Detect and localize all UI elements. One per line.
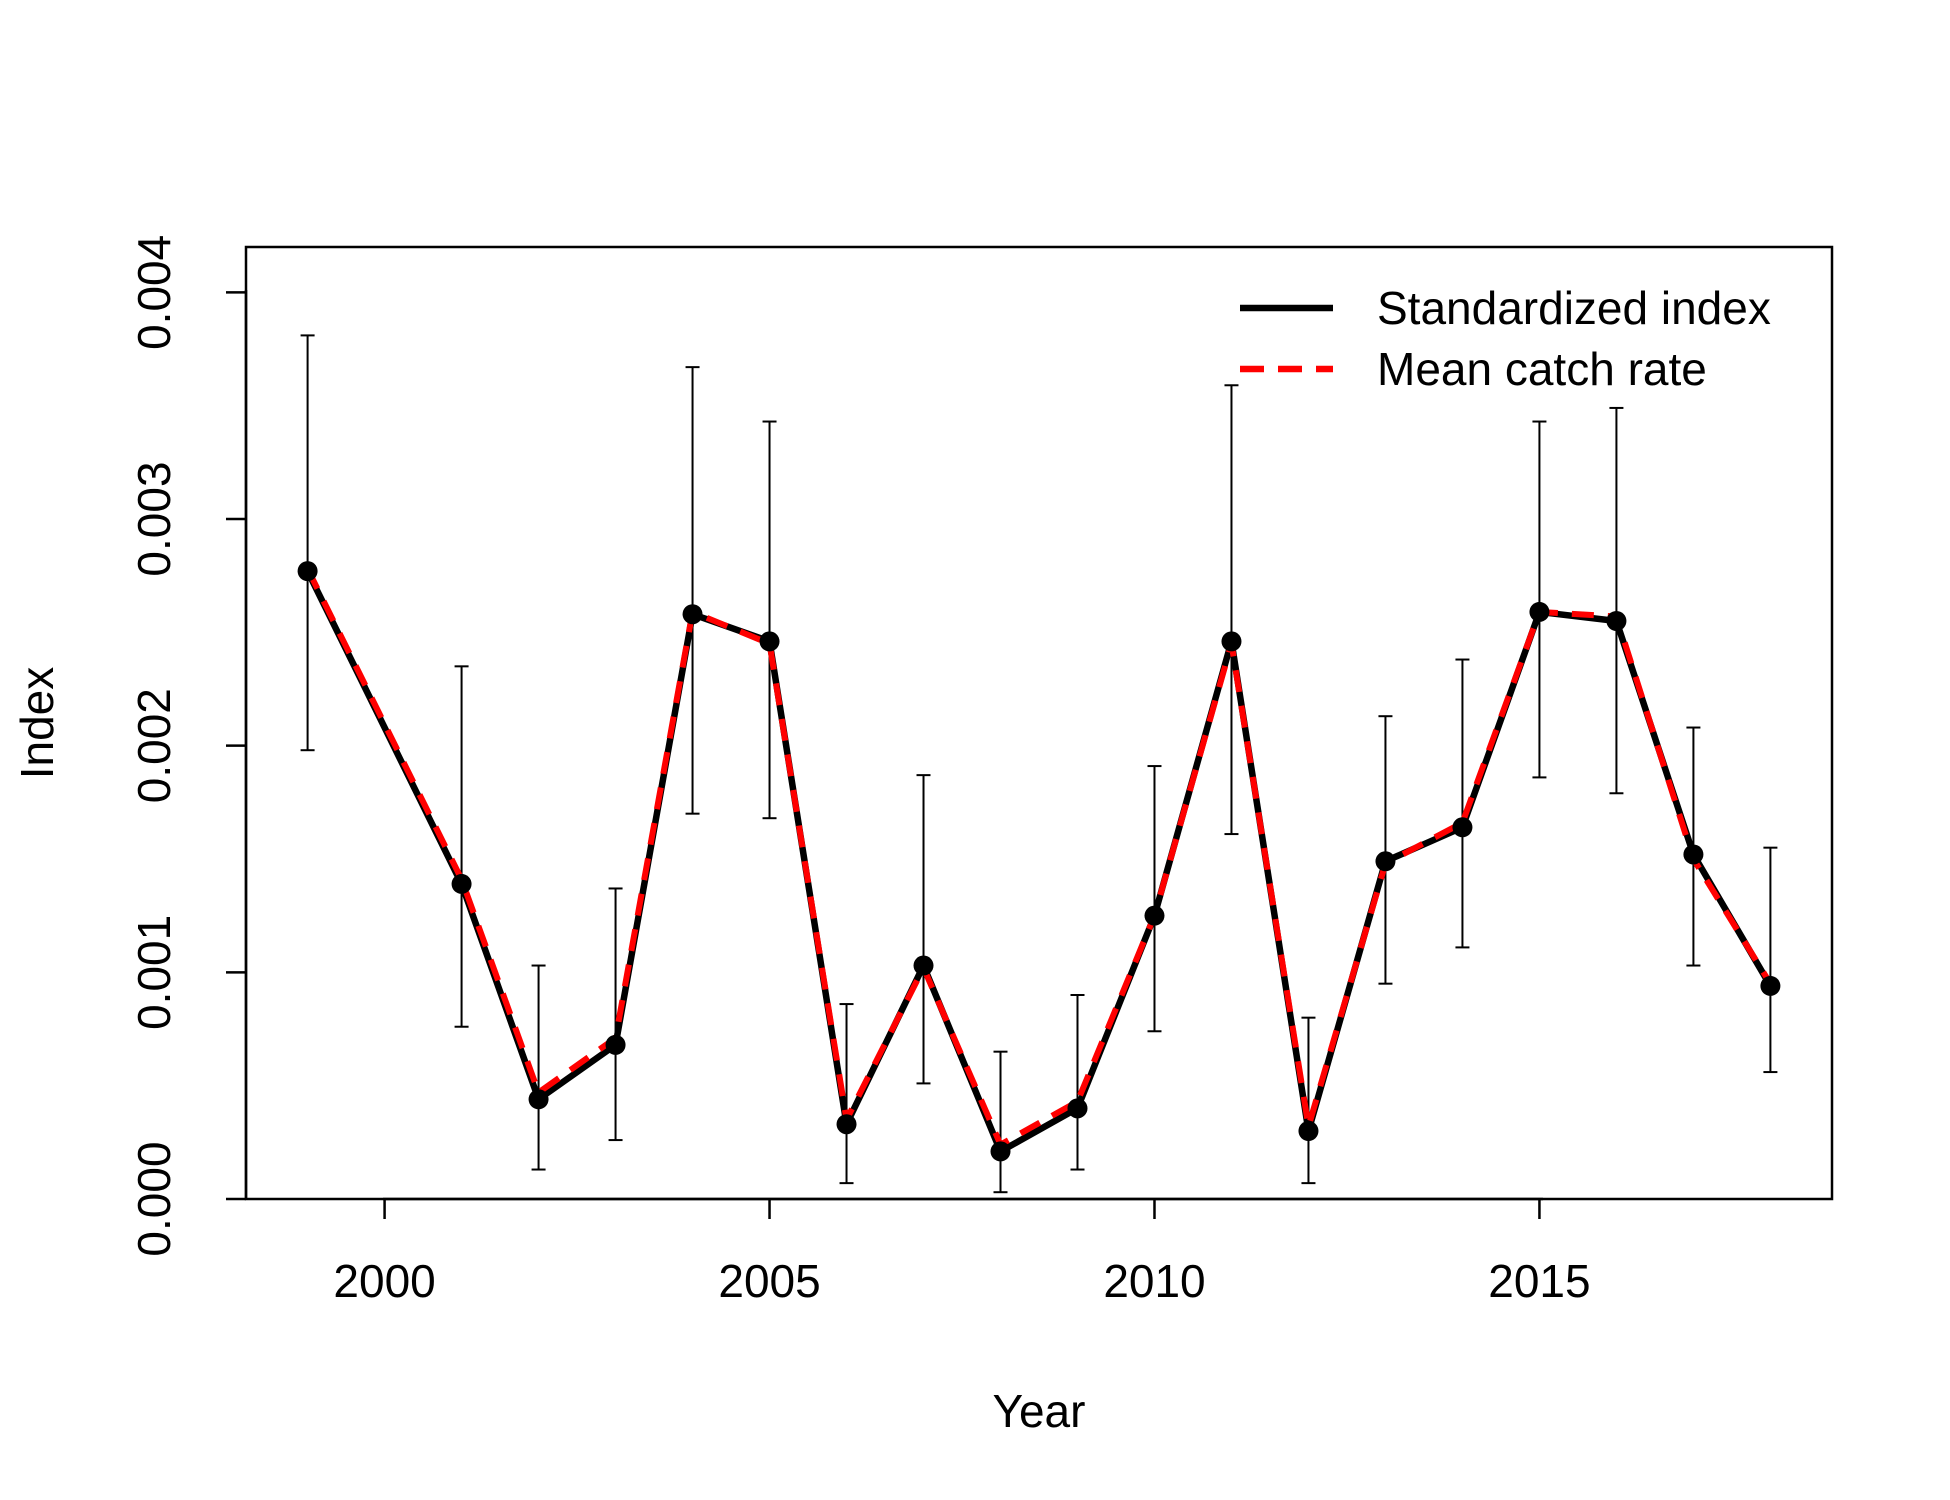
error-bar [685, 366, 700, 815]
x-tick-label: 2010 [1103, 1255, 1205, 1307]
error-bar [993, 1050, 1008, 1194]
data-point [1683, 844, 1704, 865]
series-lines [304, 567, 1774, 1155]
error-bar [300, 334, 315, 752]
error-bar [531, 964, 546, 1171]
data-point [1606, 611, 1627, 631]
data-point [1529, 601, 1550, 622]
error-bar [1455, 658, 1470, 949]
data-point [297, 561, 318, 582]
legend: Standardized index Mean catch rate [1240, 282, 1771, 395]
legend-label-mean-catch-rate: Mean catch rate [1377, 343, 1707, 395]
x-axis-title: Year [993, 1385, 1086, 1437]
error-bar [1609, 406, 1624, 795]
data-point [682, 604, 703, 625]
data-point [1221, 631, 1242, 652]
error-bars [300, 334, 1778, 1194]
error-bar [1378, 715, 1393, 985]
y-axis: 0.000 0.001 0.002 0.003 0.004 [128, 235, 248, 1257]
data-point [1067, 1098, 1088, 1119]
y-tick-label: 0.004 [128, 235, 180, 350]
error-bar [1532, 420, 1547, 779]
data-point [913, 955, 934, 976]
x-tick-label: 2000 [333, 1255, 435, 1307]
data-point [451, 873, 472, 894]
error-bar [1070, 994, 1085, 1171]
x-tick-label: 2005 [718, 1255, 820, 1307]
y-tick-label: 0.003 [128, 461, 180, 576]
error-bar [454, 665, 469, 1028]
data-point [1298, 1121, 1319, 1141]
error-bar [839, 1003, 854, 1185]
data-point [1760, 975, 1781, 996]
error-bar [1224, 384, 1239, 836]
y-axis-title: Index [11, 667, 63, 780]
y-tick-label: 0.001 [128, 915, 180, 1030]
error-bar [762, 420, 777, 820]
data-point [1452, 817, 1473, 838]
error-bar [1763, 846, 1778, 1074]
error-bar [1301, 1016, 1316, 1185]
y-tick-label: 0.000 [128, 1141, 180, 1256]
data-point [1144, 905, 1165, 926]
data-point [759, 631, 780, 652]
data-point [528, 1089, 549, 1110]
x-tick-label: 2015 [1488, 1255, 1590, 1307]
legend-label-standardized-index: Standardized index [1377, 282, 1771, 334]
error-bar [1147, 765, 1162, 1033]
data-point [836, 1114, 857, 1135]
error-bar [916, 774, 931, 1085]
data-point [990, 1141, 1011, 1162]
data-point [605, 1034, 626, 1055]
x-axis: 2000 2005 2010 2015 [333, 1197, 1591, 1307]
error-bar [608, 887, 623, 1142]
data-points [297, 561, 1781, 1162]
data-point [1375, 851, 1396, 872]
y-tick-label: 0.002 [128, 688, 180, 803]
